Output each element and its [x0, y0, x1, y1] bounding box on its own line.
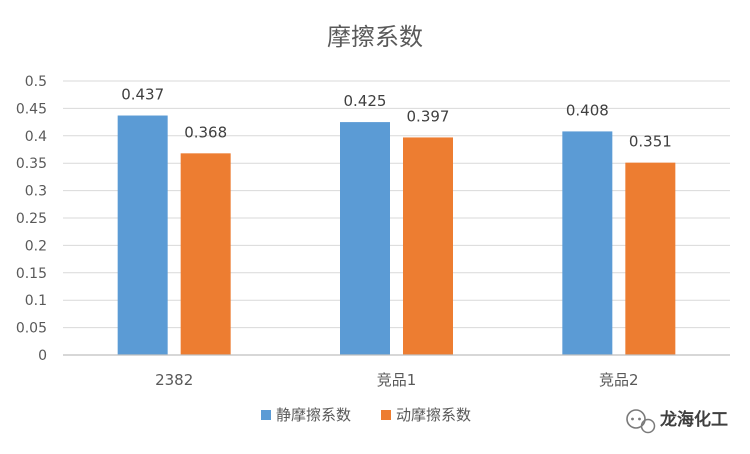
bar-kinetic-1: [180, 153, 231, 355]
bar-static-3: [562, 131, 613, 355]
data-label: 0.425: [344, 92, 387, 110]
chart-title: 摩擦系数: [327, 23, 423, 51]
legend-label: 动摩擦系数: [396, 406, 471, 424]
y-tick-label: 0.3: [25, 184, 47, 200]
wechat-icon: [626, 409, 656, 434]
bar-kinetic-3: [625, 162, 676, 355]
data-label: 0.368: [184, 123, 227, 141]
data-label: 0.351: [629, 133, 672, 151]
data-label: 0.408: [566, 101, 609, 119]
bars: [117, 115, 676, 355]
watermark-text: 龙海化工: [659, 409, 728, 430]
data-label: 0.437: [121, 86, 164, 104]
x-category-label: 竞品1: [377, 371, 417, 389]
y-tick-label: 0.05: [16, 321, 47, 337]
y-tick-label: 0: [38, 348, 47, 364]
bar-static-1: [117, 115, 168, 355]
y-tick-label: 0.15: [16, 266, 47, 282]
legend-swatch: [261, 410, 271, 420]
legend: 静摩擦系数 动摩擦系数: [261, 406, 471, 424]
data-labels: 0.437 0.368 0.425 0.397 0.408 0.351: [121, 86, 672, 151]
y-tick-label: 0.4: [25, 129, 47, 145]
y-tick-label: 0.35: [16, 156, 47, 172]
legend-swatch: [381, 410, 391, 420]
bar-kinetic-2: [403, 137, 453, 355]
watermark: 龙海化工: [626, 409, 728, 434]
gridlines: [63, 80, 730, 329]
bar-static-2: [340, 122, 390, 355]
axes: 0 0.05 0.1 0.15 0.2 0.25 0.3 0.35 0.4 0.45 0.5 2382…: [16, 74, 730, 389]
data-label: 0.397: [407, 107, 450, 125]
y-tick-label: 0.5: [25, 74, 47, 90]
y-tick-label: 0.2: [25, 238, 47, 254]
y-tick-label: 0.25: [16, 211, 47, 227]
legend-label: 静摩擦系数: [276, 406, 351, 424]
y-tick-label: 0.45: [16, 101, 47, 117]
x-category-label: 竞品2: [599, 371, 639, 389]
x-category-label: 2382: [155, 371, 193, 389]
y-tick-label: 0.1: [25, 293, 47, 309]
